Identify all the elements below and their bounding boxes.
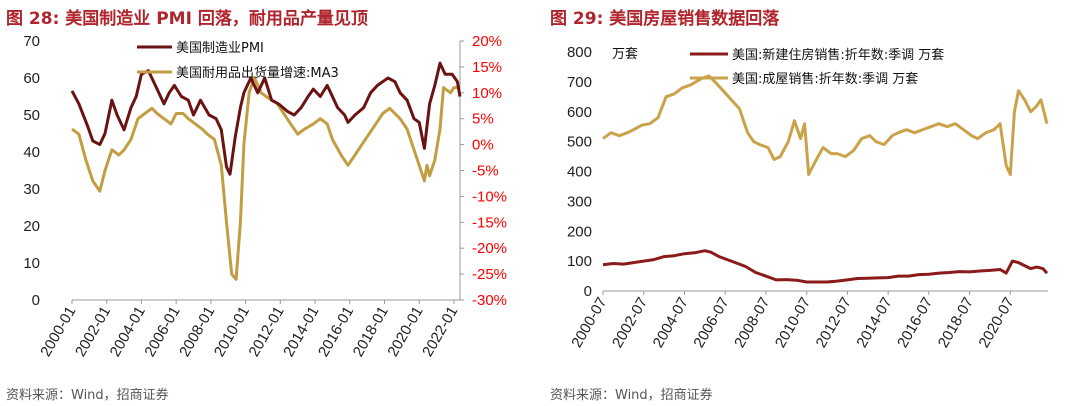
left-chart-title: 图 28: 美国制造业 PMI 回落，耐用品产量见顶 <box>6 9 368 29</box>
left-y-tick-label: 40 <box>23 144 40 161</box>
left-y-tick-label: 30 <box>23 181 40 198</box>
right-y-tick-label: -25% <box>472 266 507 283</box>
durables-growth-line <box>71 75 460 281</box>
y-tick-label: 600 <box>567 104 592 121</box>
pmi-durables-chart: 70 60 50 40 30 20 10 0 20% 15% 10% 5% 0% -5% -10% -15% -… <box>23 33 507 360</box>
x-tick-label: 2010-07 <box>772 295 814 351</box>
x-tick-label: 2014-07 <box>853 295 895 351</box>
left-y-tick-label: 0 <box>32 292 40 309</box>
left-y-tick-label: 20 <box>23 218 40 235</box>
right-y-tick-label: 15% <box>472 59 502 76</box>
y-tick-label: 200 <box>567 223 592 240</box>
unit-label: 万套 <box>612 46 638 62</box>
y-tick-label: 800 <box>567 44 592 61</box>
legend-label-existing: 美国:成屋销售:折年数:季调 万套 <box>732 71 918 87</box>
x-tick-label: 2008-07 <box>731 295 773 351</box>
home-sales-chart: 80070060050040030020010002000-072002-072… <box>567 44 1049 351</box>
right-chart-title: 图 29: 美国房屋销售数据回落 <box>550 9 780 29</box>
left-y-tick-label: 50 <box>23 107 40 124</box>
y-tick-label: 0 <box>584 283 592 300</box>
left-y-tick-label: 70 <box>23 33 40 50</box>
legend-label-new-home: 美国:新建住房销售:折年数:季调 万套 <box>732 47 944 63</box>
right-source-note: 资料来源：Wind，招商证券 <box>550 388 713 403</box>
x-tick-label: 2012-07 <box>813 295 855 351</box>
right-y-tick-label: 5% <box>472 111 494 128</box>
right-y-tick-label: 0% <box>472 137 494 154</box>
x-tick-label: 2020-07 <box>976 295 1018 351</box>
y-tick-label: 400 <box>567 164 592 181</box>
right-y-tick-label: -30% <box>472 292 507 309</box>
x-tick-label: 2000-07 <box>568 295 610 351</box>
legend-label-pmi: 美国制造业PMI <box>176 41 264 56</box>
right-y-tick-label: 10% <box>472 85 502 102</box>
left-source-note: 资料来源：Wind，招商证券 <box>6 388 169 403</box>
y-tick-label: 500 <box>567 134 592 151</box>
x-tick-label: 2002-07 <box>609 295 651 351</box>
existing-home-sales-line <box>602 74 1049 176</box>
new-home-sales-line <box>602 249 1049 284</box>
right-y-tick-label: -10% <box>472 188 507 205</box>
right-y-tick-label: -20% <box>472 240 507 257</box>
left-y-tick-label: 60 <box>23 70 40 87</box>
x-tick-label: 2006-07 <box>690 295 732 351</box>
y-tick-label: 300 <box>567 193 592 210</box>
x-tick-label: 2016-07 <box>894 295 936 351</box>
right-y-tick-label: -5% <box>472 163 499 180</box>
right-y-tick-label: -15% <box>472 214 507 231</box>
left-y-tick-label: 10 <box>23 255 40 272</box>
x-tick-label: 2018-07 <box>935 294 977 350</box>
right-y-tick-label: 20% <box>472 33 502 50</box>
legend-label-durables: 美国耐用品出货量增速:MA3 <box>176 65 339 81</box>
y-tick-label: 700 <box>567 74 592 91</box>
x-tick-label: 2004-07 <box>650 295 692 351</box>
pmi-line <box>70 61 462 176</box>
y-tick-label: 100 <box>567 253 592 270</box>
